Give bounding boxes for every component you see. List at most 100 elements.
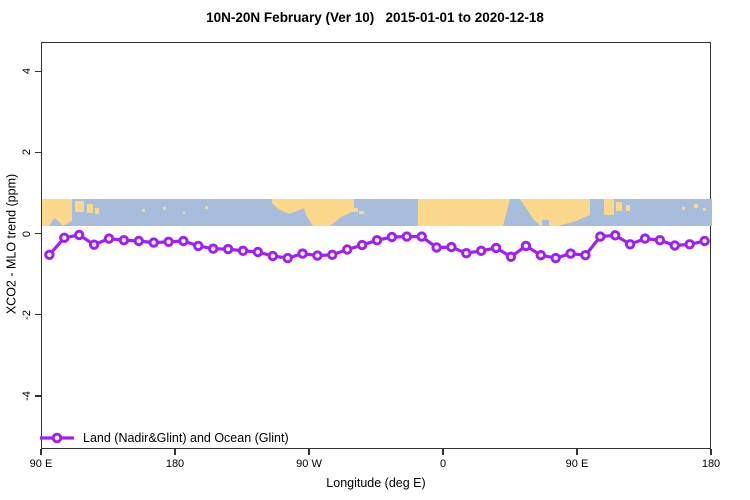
data-point-marker (476, 245, 487, 257)
data-point-marker (267, 250, 279, 262)
data-point-marker (133, 235, 145, 247)
data-point-marker (148, 237, 159, 248)
data-point-marker (505, 251, 517, 263)
x-tick-label: 90 E (29, 458, 53, 470)
data-point-marker (193, 240, 204, 252)
land-shape (520, 199, 590, 227)
data-point-marker (297, 248, 308, 259)
data-point-marker (624, 239, 636, 250)
land-shape (604, 199, 614, 216)
land-shape (272, 199, 304, 215)
x-tick-label: 90 W (296, 458, 322, 470)
land-shape (42, 199, 72, 227)
data-point-marker (237, 245, 249, 257)
data-point-marker (654, 235, 666, 246)
data-point-marker (252, 246, 264, 258)
data-point-marker (461, 248, 472, 259)
y-tick-mark (35, 395, 41, 397)
data-point-marker (595, 231, 606, 242)
data-point-marker (401, 231, 412, 242)
data-point-marker (327, 249, 338, 261)
legend-marker-icon (40, 432, 74, 444)
data-point-marker (208, 243, 219, 254)
data-series-layer (44, 229, 710, 264)
land-shape (343, 205, 350, 211)
data-point-marker (163, 236, 174, 248)
data-point-marker (118, 235, 130, 246)
land-shape (682, 207, 685, 211)
land-shape (183, 212, 185, 215)
data-point-marker (416, 231, 427, 242)
data-point-marker (88, 239, 100, 250)
chart-title: 10N-20N February (Ver 10) 2015-01-01 to … (206, 10, 544, 25)
data-point-marker (446, 241, 457, 253)
data-point-marker (565, 248, 576, 259)
y-tick-mark (35, 151, 41, 154)
data-point-marker (74, 229, 85, 241)
y-tick-label: -4 (21, 390, 33, 401)
y-tick-label: 2 (21, 149, 33, 156)
data-point-marker (535, 250, 546, 261)
y-tick-mark (35, 232, 41, 235)
data-point-marker (282, 252, 293, 264)
data-point-marker (386, 231, 398, 243)
data-point-marker (669, 240, 680, 251)
data-point-marker (520, 240, 532, 252)
land-shape (205, 206, 208, 210)
legend-label: Land (Nadir&Glint) and Ocean (Glint) (83, 431, 289, 445)
data-point-marker (639, 233, 651, 244)
plot-area: Land (Nadir&Glint) and Ocean (Glint) (40, 42, 712, 449)
data-point-marker (610, 230, 621, 241)
data-point-marker (371, 235, 383, 246)
water-shape (542, 220, 549, 227)
land-shape (703, 208, 706, 212)
water-shape (52, 220, 57, 227)
data-point-marker (59, 232, 70, 244)
land-shape (626, 205, 630, 212)
legend: Land (Nadir&Glint) and Ocean (Glint) (40, 431, 289, 445)
y-tick-label: 0 (21, 230, 33, 237)
y-tick-mark (35, 70, 41, 72)
land-shape (75, 201, 84, 213)
y-tick-label: -2 (21, 309, 33, 320)
data-point-marker (178, 235, 189, 247)
land-shape (163, 207, 166, 211)
data-point-marker (431, 242, 442, 253)
data-point-marker (342, 244, 353, 255)
land-shape (352, 208, 358, 213)
ocean-band (42, 199, 712, 227)
land-shape (694, 204, 698, 209)
x-tick-label: 180 (701, 458, 721, 470)
x-tick-mark (710, 449, 712, 455)
data-point-marker (312, 250, 323, 261)
data-point-marker (699, 235, 710, 247)
data-point-marker (490, 242, 502, 254)
x-axis-title: Longitude (deg E) (326, 476, 426, 490)
y-axis-title: XCO2 - MLO trend (ppm) (4, 173, 19, 315)
x-tick-mark (576, 449, 578, 455)
land-shape (359, 211, 364, 215)
data-point-marker (356, 239, 368, 251)
data-point-marker (103, 233, 115, 244)
x-tick-mark (174, 449, 176, 455)
x-tick-label: 0 (439, 458, 447, 470)
x-tick-mark (442, 449, 444, 455)
land-shape (142, 209, 145, 213)
data-point-marker (550, 252, 561, 264)
world-map-strip (42, 199, 712, 227)
data-point-marker (684, 239, 695, 250)
data-point-marker (222, 243, 234, 255)
land-shape (95, 208, 99, 215)
land-shape (616, 202, 622, 212)
x-tick-label: 90 E (565, 458, 589, 470)
data-point-marker (580, 250, 591, 261)
x-tick-label: 180 (165, 458, 185, 470)
x-tick-mark (308, 449, 310, 455)
land-shape (87, 204, 93, 214)
land-shape (304, 199, 354, 227)
water-shape (503, 199, 538, 227)
y-tick-label: 4 (21, 68, 33, 75)
data-point-marker (44, 249, 55, 261)
x-tick-mark (40, 449, 42, 455)
